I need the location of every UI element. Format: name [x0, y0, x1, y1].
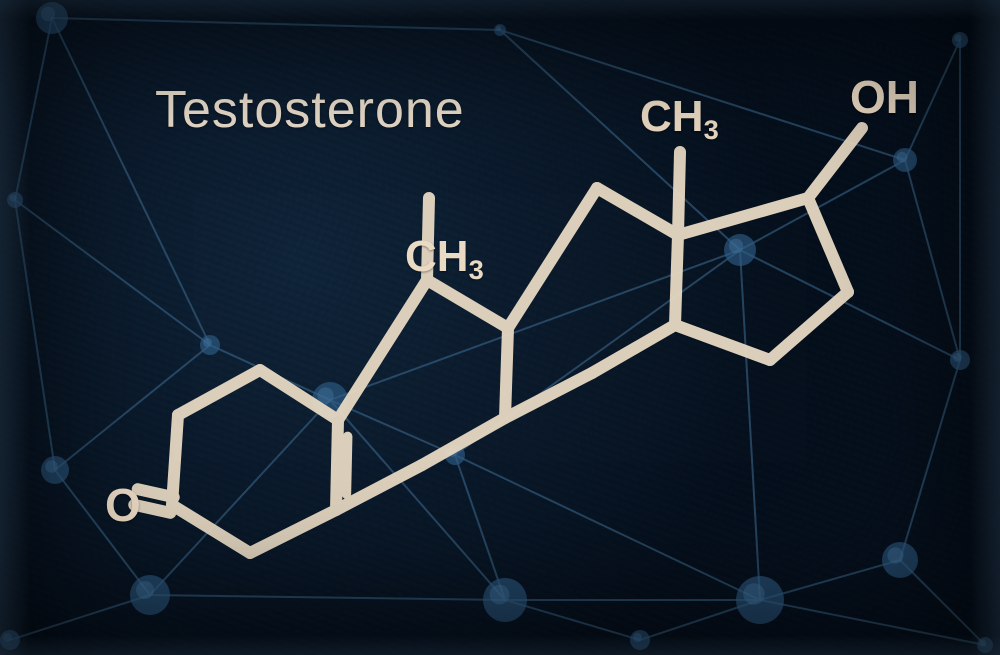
atom-label-ch3_left: CH3 — [405, 232, 484, 282]
diagram-stage: Testosterone CH3 CH3 OH O — [0, 0, 1000, 655]
molecule-title: Testosterone — [155, 80, 465, 140]
atom-label-oh: OH — [850, 70, 919, 124]
atom-label-o: O — [105, 478, 141, 532]
atom-label-ch3_right: CH3 — [640, 92, 719, 142]
